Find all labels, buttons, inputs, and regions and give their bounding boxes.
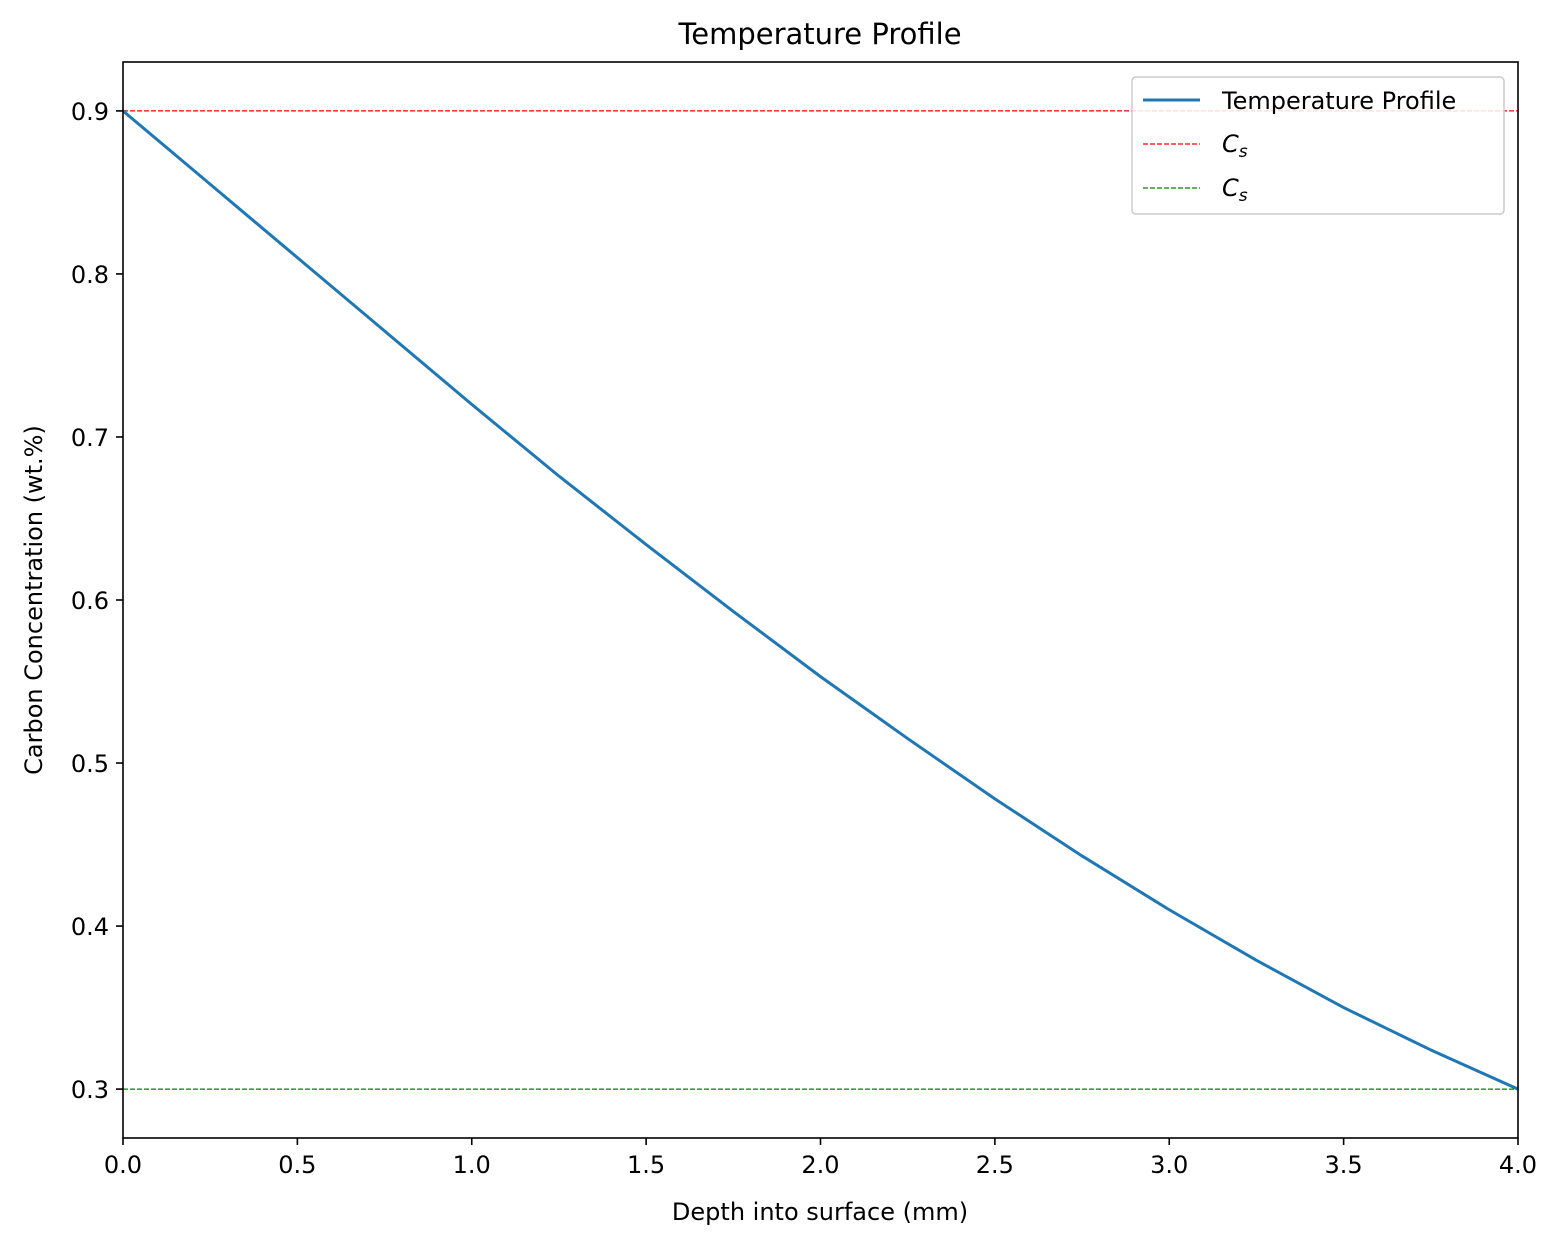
y-axis-label: Carbon Concentration (wt.%) [20, 425, 48, 775]
y-axis: 0.3 0.4 0.5 0.6 0.7 0.8 0.9 [71, 98, 123, 1104]
data-point [557, 475, 560, 478]
x-tick-label: 1.0 [453, 1151, 491, 1179]
data-point [819, 675, 822, 678]
legend-label-reference-red-sub: s [1239, 142, 1248, 162]
data-point [993, 797, 996, 800]
legend-label-reference-green-main: C [1222, 174, 1239, 202]
y-tick-label: 0.8 [71, 261, 109, 289]
data-point [1081, 854, 1084, 857]
data-point [1255, 959, 1258, 962]
data-point [209, 183, 212, 186]
data-point [383, 330, 386, 333]
legend-label-reference-green-sub: s [1239, 186, 1248, 206]
x-axis-label: Depth into surface (mm) [672, 1198, 968, 1226]
legend-label-temperature-profile: Temperature Profile [1221, 87, 1456, 115]
y-tick-label: 0.9 [71, 98, 109, 126]
y-tick-label: 0.3 [71, 1076, 109, 1104]
legend-label-reference-green: Cs [1222, 174, 1248, 206]
data-point [1342, 1006, 1345, 1009]
x-tick-label: 2.0 [801, 1151, 839, 1179]
x-axis: 0.0 0.5 1.0 1.5 2.0 2.5 3.0 3.5 4.0 [104, 1138, 1537, 1179]
data-point [1429, 1048, 1432, 1051]
data-point [296, 256, 299, 259]
data-point [732, 610, 735, 613]
y-tick-label: 0.7 [71, 424, 109, 452]
data-point [1168, 908, 1171, 911]
series-line-0 [122, 109, 1519, 1091]
y-tick-label: 0.5 [71, 750, 109, 778]
legend-box [1131, 76, 1505, 215]
x-tick-label: 3.0 [1150, 1151, 1188, 1179]
x-tick-label: 2.5 [976, 1151, 1014, 1179]
data-point [906, 737, 909, 740]
x-tick-label: 1.5 [627, 1151, 665, 1179]
x-tick-label: 3.5 [1325, 1151, 1363, 1179]
data-point [645, 543, 648, 546]
y-tick-label: 0.4 [71, 913, 109, 941]
x-tick-label: 0.0 [104, 1151, 142, 1179]
y-tick-label: 0.6 [71, 587, 109, 615]
legend-label-reference-red-main: C [1222, 130, 1239, 158]
x-tick-label: 0.5 [278, 1151, 316, 1179]
legend: Temperature Profile Cs Cs [1131, 76, 1505, 215]
x-tick-label: 4.0 [1499, 1151, 1537, 1179]
legend-label-reference-red: Cs [1222, 130, 1248, 162]
chart-title: Temperature Profile [677, 17, 961, 51]
data-point [470, 403, 473, 406]
